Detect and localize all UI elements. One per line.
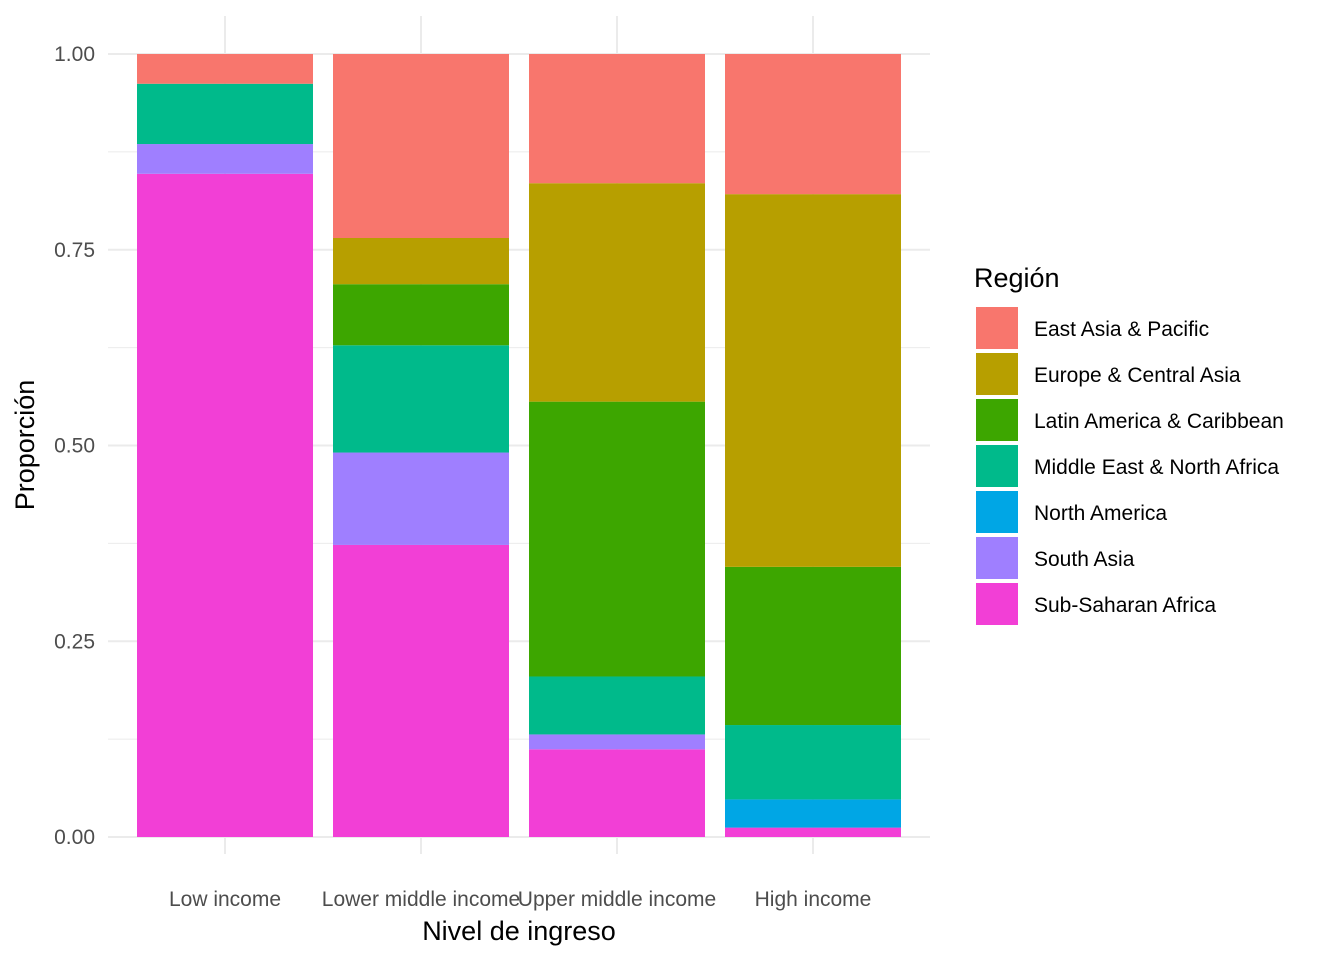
y-tick-label: 0.75: [54, 239, 95, 262]
bar-segment-middle-east-north-africa: [137, 83, 313, 145]
legend-key: [976, 353, 1018, 395]
x-axis-title: Nivel de ingreso: [422, 916, 616, 946]
bar-segment-north-america: [725, 799, 901, 828]
bar-segment-south-asia: [529, 734, 705, 750]
bar-segment-middle-east-north-africa: [333, 345, 509, 453]
bar-segment-sub-saharan-africa: [333, 544, 509, 837]
y-axis-title: Proporción: [10, 380, 40, 511]
x-tick-label: Upper middle income: [518, 888, 716, 911]
bar-segment-latin-america-caribbean: [725, 566, 901, 726]
legend-label: East Asia & Pacific: [1034, 318, 1209, 341]
bar-segment-latin-america-caribbean: [529, 401, 705, 677]
bars: [137, 54, 901, 837]
legend-label: South Asia: [1034, 548, 1135, 571]
bar-segment-east-asia-pacific: [529, 54, 705, 184]
bar-segment-latin-america-caribbean: [333, 284, 509, 346]
legend-key: [976, 491, 1018, 533]
bar-segment-middle-east-north-africa: [725, 725, 901, 800]
legend-key: [976, 583, 1018, 625]
y-tick-label: 0.25: [54, 630, 95, 653]
legend-label: Middle East & North Africa: [1034, 456, 1279, 479]
legend-label: North America: [1034, 502, 1167, 525]
bar-segment-south-asia: [137, 144, 313, 174]
legend: Región East Asia & Pacific Europe & Centr…: [974, 263, 1284, 625]
legend-key: [976, 307, 1018, 349]
bar-segment-east-asia-pacific: [725, 54, 901, 195]
x-tick-label: Low income: [169, 888, 281, 911]
bar-segment-east-asia-pacific: [137, 54, 313, 84]
x-tick-label: High income: [755, 888, 872, 911]
bar-segment-europe-central-asia: [529, 183, 705, 402]
bar-segment-east-asia-pacific: [333, 54, 509, 239]
y-tick-label: 0.50: [54, 435, 95, 458]
y-tick-label: 1.00: [54, 43, 95, 66]
legend-key: [976, 445, 1018, 487]
bar-segment-south-asia: [333, 452, 509, 545]
bar-segment-europe-central-asia: [333, 238, 509, 285]
y-axis-ticks: 0.00 0.25 0.50 0.75 1.00: [54, 43, 95, 849]
legend-label: Sub-Saharan Africa: [1034, 594, 1216, 617]
legend-title: Región: [974, 263, 1060, 293]
legend-label: Latin America & Caribbean: [1034, 410, 1284, 433]
legend-key: [976, 537, 1018, 579]
bar-segment-middle-east-north-africa: [529, 676, 705, 735]
x-tick-label: Lower middle income: [322, 888, 520, 911]
legend-label: Europe & Central Asia: [1034, 364, 1241, 387]
bar-segment-sub-saharan-africa: [137, 173, 313, 837]
bar-segment-sub-saharan-africa: [725, 827, 901, 837]
bar-segment-europe-central-asia: [725, 194, 901, 567]
y-tick-label: 0.00: [54, 826, 95, 849]
bar-segment-sub-saharan-africa: [529, 749, 705, 837]
legend-key: [976, 399, 1018, 441]
